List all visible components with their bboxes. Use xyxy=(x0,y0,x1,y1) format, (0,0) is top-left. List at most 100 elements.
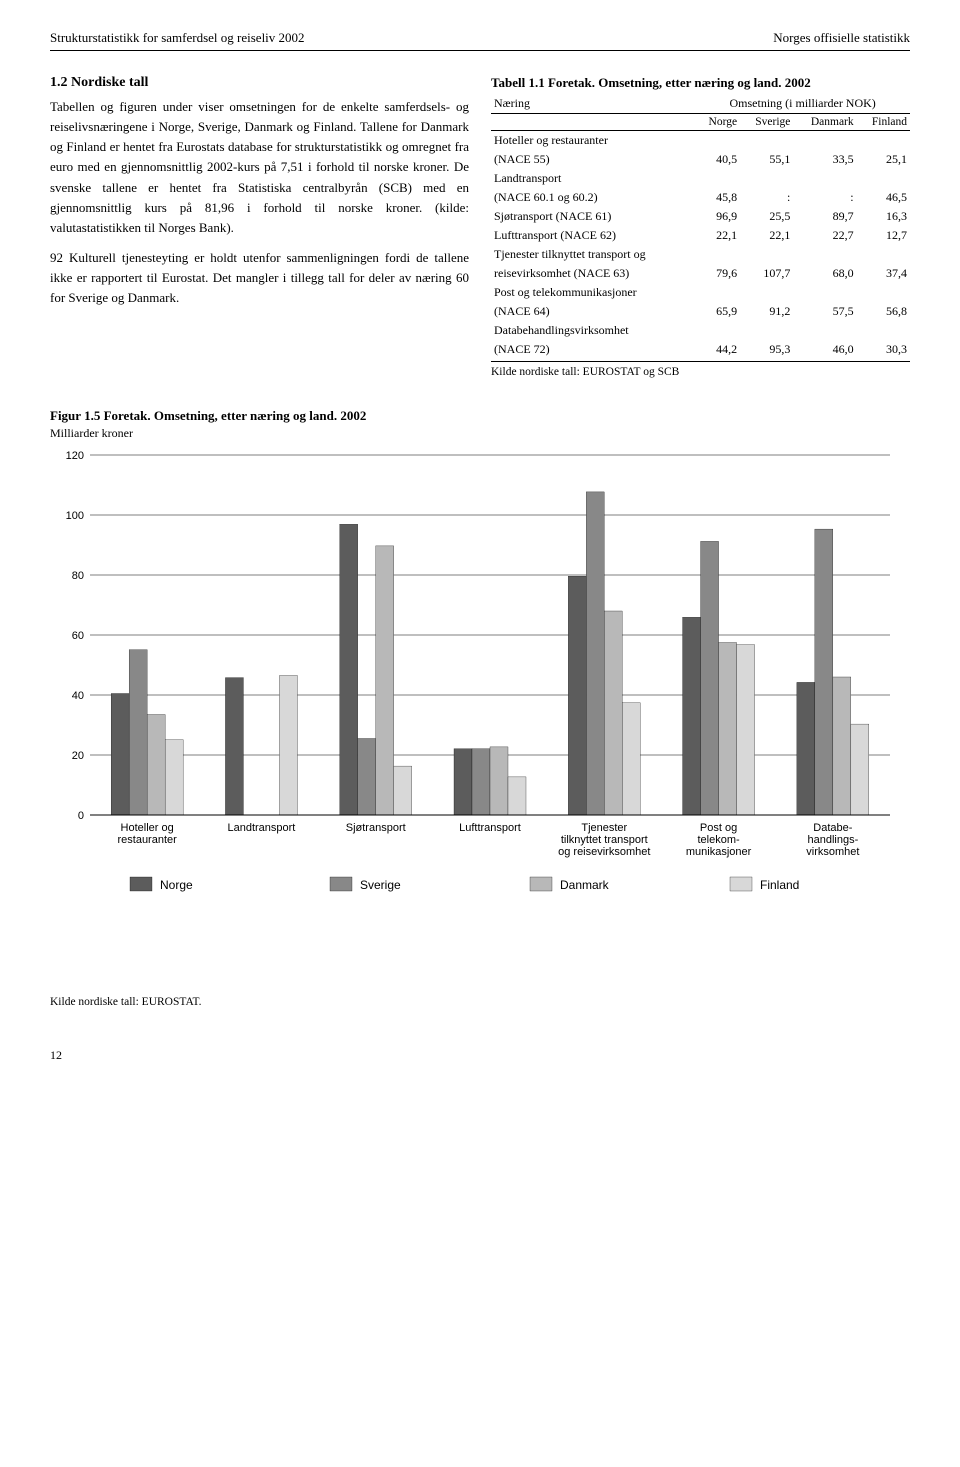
bar xyxy=(111,694,129,816)
table-cell-value xyxy=(740,321,793,340)
table-cell-value: 56,8 xyxy=(857,302,910,321)
svg-text:Tjenester: Tjenester xyxy=(581,822,627,834)
bar xyxy=(129,650,147,815)
bar xyxy=(604,611,622,815)
table-cell-value: 68,0 xyxy=(793,264,856,283)
table-cell-value: 30,3 xyxy=(857,340,910,362)
table-country: Finland xyxy=(857,114,910,131)
bar xyxy=(586,492,604,815)
table-cell-value: 57,5 xyxy=(793,302,856,321)
bar xyxy=(472,749,490,815)
bar xyxy=(701,541,719,815)
svg-text:120: 120 xyxy=(66,450,84,462)
table-cell-value: : xyxy=(793,188,856,207)
table-cell-value xyxy=(695,321,740,340)
legend-swatch xyxy=(130,877,152,891)
table-row: Lufttransport (NACE 62)22,122,122,712,7 xyxy=(491,226,910,245)
table-cell-label: Landtransport xyxy=(491,169,695,188)
table-cell-value xyxy=(793,283,856,302)
bar xyxy=(225,678,243,815)
table-cell-value xyxy=(740,283,793,302)
table-cell-label: Sjøtransport (NACE 61) xyxy=(491,207,695,226)
table-row: Tjenester tilknyttet transport og xyxy=(491,245,910,264)
table-cell-value: 46,5 xyxy=(857,188,910,207)
table-cell-value xyxy=(857,245,910,264)
section-title: 1.2 Nordiske tall xyxy=(50,75,469,91)
table-row: Landtransport xyxy=(491,169,910,188)
table-col-header: Næring xyxy=(491,94,695,114)
table-cell-value: 55,1 xyxy=(740,150,793,169)
svg-text:handlings-: handlings- xyxy=(807,834,858,846)
svg-text:restauranter: restauranter xyxy=(117,834,177,846)
table-row: (NACE 60.1 og 60.2)45,8::46,5 xyxy=(491,188,910,207)
table-cell-value: 95,3 xyxy=(740,340,793,362)
bar xyxy=(683,617,701,815)
table-row: (NACE 55)40,555,133,525,1 xyxy=(491,150,910,169)
svg-text:Lufttransport: Lufttransport xyxy=(459,822,521,834)
table-cell-value: 46,0 xyxy=(793,340,856,362)
table-row: Hoteller og restauranter xyxy=(491,131,910,151)
header-left: Strukturstatistikk for samferdsel og rei… xyxy=(50,30,305,46)
table-cell-value xyxy=(793,245,856,264)
table-cell-value: 44,2 xyxy=(695,340,740,362)
page-header: Strukturstatistikk for samferdsel og rei… xyxy=(50,30,910,51)
bar xyxy=(358,739,376,816)
legend-label: Norge xyxy=(160,878,193,892)
table-cell-value xyxy=(695,245,740,264)
bar xyxy=(376,546,394,815)
legend-label: Danmark xyxy=(560,878,610,892)
table-row: (NACE 64)65,991,257,556,8 xyxy=(491,302,910,321)
table-cell-value xyxy=(793,131,856,151)
table-cell-label: (NACE 64) xyxy=(491,302,695,321)
paragraph-1: Tabellen og figuren under viser omsetnin… xyxy=(50,97,469,238)
table-cell-label: Hoteller og restauranter xyxy=(491,131,695,151)
table-cell-value: 33,5 xyxy=(793,150,856,169)
table-cell-value: 89,7 xyxy=(793,207,856,226)
table-cell-value xyxy=(857,321,910,340)
table-row: Post og telekommunikasjoner xyxy=(491,283,910,302)
bar xyxy=(147,715,165,816)
bar xyxy=(490,747,508,815)
table-cell-value: 22,7 xyxy=(793,226,856,245)
legend-swatch xyxy=(530,877,552,891)
table-cell-value: 96,9 xyxy=(695,207,740,226)
table-cell-label: Tjenester tilknyttet transport og xyxy=(491,245,695,264)
bar xyxy=(340,524,358,815)
bar xyxy=(737,645,755,815)
legend-swatch xyxy=(730,877,752,891)
svg-text:virksomhet: virksomhet xyxy=(806,846,859,858)
table-cell-label: (NACE 72) xyxy=(491,340,695,362)
paragraph-2: 92 Kulturell tjenesteyting er holdt uten… xyxy=(50,248,469,308)
svg-text:Databe-: Databe- xyxy=(813,822,852,834)
table-country: Sverige xyxy=(740,114,793,131)
table-cell-value xyxy=(740,245,793,264)
table-cell-label: Post og telekommunikasjoner xyxy=(491,283,695,302)
svg-text:80: 80 xyxy=(72,570,84,582)
legend-swatch xyxy=(330,877,352,891)
bar xyxy=(508,777,526,815)
table-cell-label: (NACE 55) xyxy=(491,150,695,169)
table-cell-value xyxy=(857,131,910,151)
bar xyxy=(165,740,183,815)
table-cell-label: (NACE 60.1 og 60.2) xyxy=(491,188,695,207)
table-cell-value: : xyxy=(740,188,793,207)
table-row: (NACE 72)44,295,346,030,3 xyxy=(491,340,910,362)
svg-text:Sjøtransport: Sjøtransport xyxy=(346,822,406,834)
svg-text:Landtransport: Landtransport xyxy=(227,822,295,834)
bar xyxy=(797,682,815,815)
table-cell-value: 91,2 xyxy=(740,302,793,321)
table-cell-value: 25,1 xyxy=(857,150,910,169)
header-right: Norges offisielle statistikk xyxy=(773,30,910,46)
table-row: Databehandlingsvirksomhet xyxy=(491,321,910,340)
svg-text:tilknyttet transport: tilknyttet transport xyxy=(561,834,648,846)
svg-text:20: 20 xyxy=(72,750,84,762)
bar xyxy=(833,677,851,815)
table-row: reisevirksomhet (NACE 63)79,6107,768,037… xyxy=(491,264,910,283)
table-country-row: Norge Sverige Danmark Finland xyxy=(491,114,910,131)
table-footer: Kilde nordiske tall: EUROSTAT og SCB xyxy=(491,366,910,378)
table-cell-value xyxy=(793,321,856,340)
table-cell-value: 107,7 xyxy=(740,264,793,283)
table-cell-value xyxy=(740,169,793,188)
table-cell-label: reisevirksomhet (NACE 63) xyxy=(491,264,695,283)
table-country: Norge xyxy=(695,114,740,131)
